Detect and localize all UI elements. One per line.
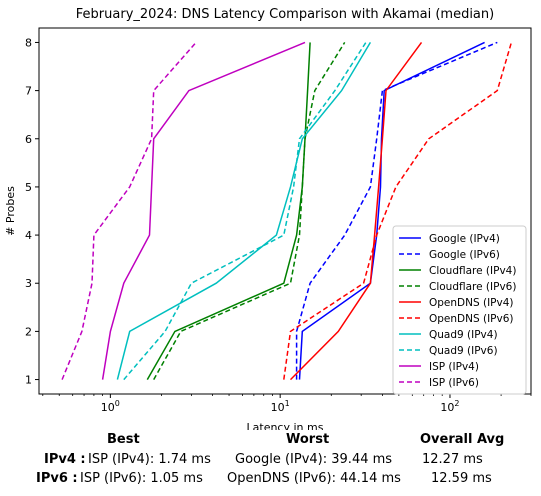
legend-label: Cloudflare (IPv4) <box>429 265 516 277</box>
legend-label: OpenDNS (IPv6) <box>429 313 514 325</box>
x-tick-label: 102 <box>440 399 459 414</box>
y-axis-label: # Probes <box>4 186 17 236</box>
avg-ipv4: 12.27 ms <box>422 452 483 467</box>
series-line <box>289 41 423 381</box>
series-line <box>283 42 513 380</box>
worst-ipv6: OpenDNS (IPv6): 44.14 ms <box>227 471 401 486</box>
avg-ipv6: 12.59 ms <box>431 471 492 486</box>
header-overall-avg: Overall Avg <box>420 432 505 447</box>
y-tick-label: 5 <box>25 181 32 194</box>
y-tick-label: 7 <box>25 85 32 98</box>
y-tick-label: 4 <box>25 229 32 242</box>
summary-row-ipv4: IPv4 : <box>44 452 86 467</box>
series-line <box>298 41 485 380</box>
y-tick-label: 8 <box>25 36 32 49</box>
header-worst: Worst <box>286 432 330 447</box>
series-line <box>295 41 498 380</box>
legend-label: Quad9 (IPv6) <box>429 345 498 357</box>
y-tick-label: 2 <box>25 325 32 338</box>
row-label-ipv4: IPv4 : <box>44 452 86 467</box>
x-tick-label: 100 <box>101 399 120 414</box>
worst-ipv4: Google (IPv4): 39.44 ms <box>235 452 393 467</box>
series-line <box>101 41 306 380</box>
legend: Google (IPv4) Google (IPv6) Cloudflare (IP… <box>392 225 527 395</box>
series-lines <box>61 41 513 381</box>
series-line <box>153 42 346 380</box>
y-tick-label: 1 <box>25 374 32 387</box>
legend-label: ISP (IPv6) <box>429 377 479 389</box>
series-line <box>116 42 372 380</box>
latency-chart: February_2024: DNS Latency Comparison wi… <box>4 7 532 430</box>
y-tick-label: 6 <box>25 133 32 146</box>
legend-label: Google (IPv4) <box>429 233 500 245</box>
plot-frame <box>38 27 532 395</box>
best-ipv4: ISP (IPv4): 1.74 ms <box>88 452 211 467</box>
axis-ticks: 1 2 3 4 5 6 7 8 100 101 102 <box>25 36 532 414</box>
series-line <box>123 41 367 381</box>
legend-label: Quad9 (IPv4) <box>429 329 498 341</box>
series-line <box>61 41 197 380</box>
legend-box <box>392 225 527 395</box>
legend-label: OpenDNS (IPv4) <box>429 297 514 309</box>
legend-label: ISP (IPv4) <box>429 361 479 373</box>
chart-title: February_2024: DNS Latency Comparison wi… <box>76 7 494 22</box>
x-tick-label: 101 <box>271 399 290 414</box>
header-best: Best <box>107 432 140 447</box>
summary-row-ipv6: IPv6 : <box>36 471 78 486</box>
x-axis-label: Latency in ms <box>247 421 324 430</box>
legend-label: Cloudflare (IPv6) <box>429 281 516 293</box>
legend-label: Google (IPv6) <box>429 249 500 261</box>
y-tick-label: 3 <box>25 277 32 290</box>
row-label-ipv6: IPv6 : <box>36 471 78 486</box>
series-line <box>146 42 311 380</box>
best-ipv6: ISP (IPv6): 1.05 ms <box>80 471 203 486</box>
